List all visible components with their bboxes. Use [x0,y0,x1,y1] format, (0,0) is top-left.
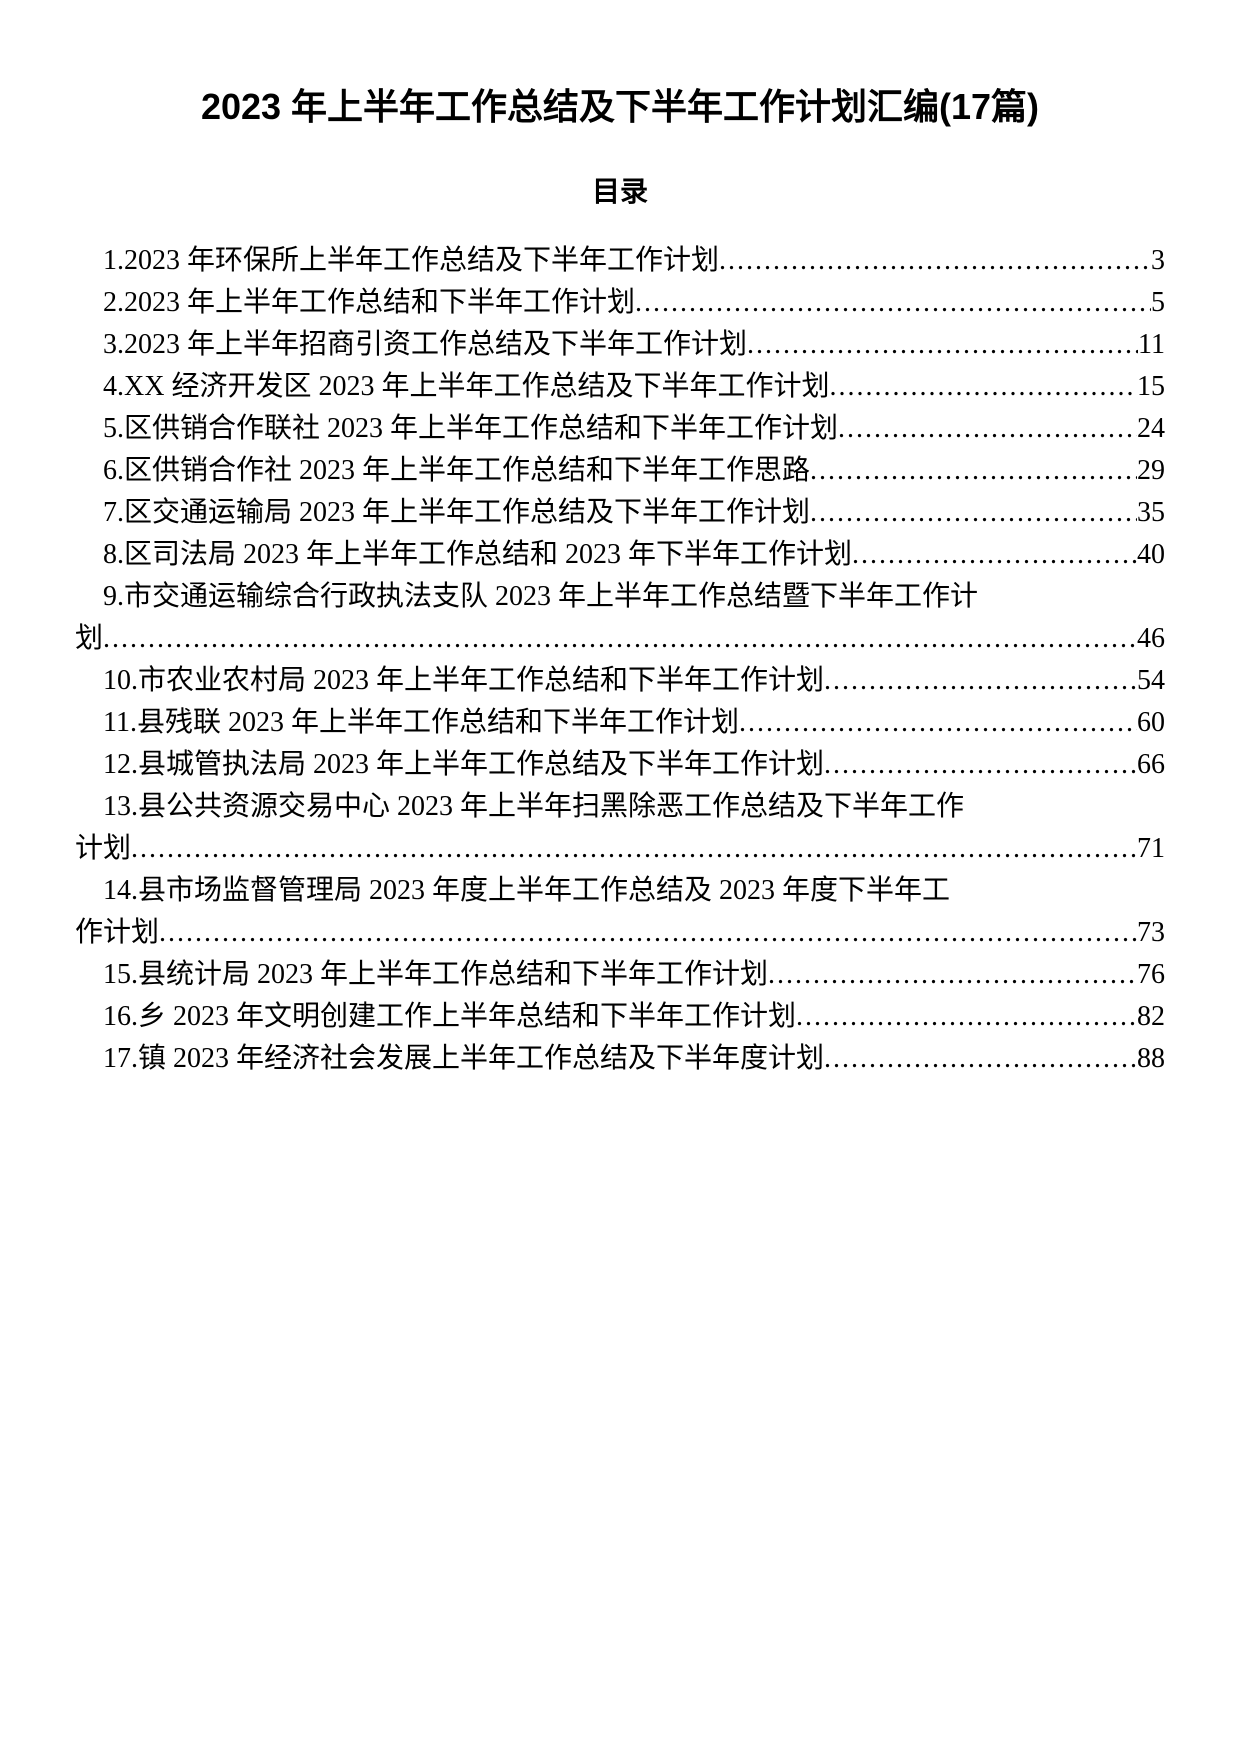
toc-entry-continuation: 划 [75,618,103,660]
toc-leader-dots [810,450,1137,492]
toc-list: 1.2023 年环保所上半年工作总结及下半年工作计划32.2023 年上半年工作… [75,240,1165,1080]
toc-entry: 5.区供销合作联社 2023 年上半年工作总结和下半年工作计划 24 [75,408,1165,450]
toc-leader-dots [103,618,1137,660]
toc-page-number: 11 [1138,324,1165,366]
toc-leader-dots [159,912,1137,954]
toc-entry-text: 14.县市场监督管理局 2023 年度上半年工作总结及 2023 年度下半年工 [103,870,950,912]
toc-entry-text: 6.区供销合作社 2023 年上半年工作总结和下半年工作思路 [103,450,810,492]
toc-entry-continuation: 计划 [75,828,131,870]
toc-entry: 16.乡 2023 年文明创建工作上半年总结和下半年工作计划 82 [75,996,1165,1038]
toc-page-number: 82 [1137,996,1165,1038]
toc-entry: 1.2023 年环保所上半年工作总结及下半年工作计划 3 [75,240,1165,282]
toc-entry-continuation: 作计划 [75,912,159,954]
toc-entry-text: 1.2023 年环保所上半年工作总结及下半年工作计划 [103,240,719,282]
toc-entry: 11.县残联 2023 年上半年工作总结和下半年工作计划 60 [75,702,1165,744]
toc-leader-dots [739,702,1137,744]
toc-page-number: 71 [1137,828,1165,870]
toc-entry-text: 9.市交通运输综合行政执法支队 2023 年上半年工作总结暨下半年工作计 [103,576,978,618]
toc-entry-text: 15.县统计局 2023 年上半年工作总结和下半年工作计划 [103,954,768,996]
toc-entry: 17.镇 2023 年经济社会发展上半年工作总结及下半年度计划 88 [75,1038,1165,1080]
toc-entry: 8.区司法局 2023 年上半年工作总结和 2023 年下半年工作计划 40 [75,534,1165,576]
toc-leader-dots [747,324,1138,366]
toc-entry-text: 4.XX 经济开发区 2023 年上半年工作总结及下半年工作计划 [103,366,829,408]
toc-page-number: 54 [1137,660,1165,702]
toc-entry: 2.2023 年上半年工作总结和下半年工作计划 5 [75,282,1165,324]
toc-entry-text: 16.乡 2023 年文明创建工作上半年总结和下半年工作计划 [103,996,796,1038]
toc-entry-text: 3.2023 年上半年招商引资工作总结及下半年工作计划 [103,324,747,366]
toc-entry: 12.县城管执法局 2023 年上半年工作总结及下半年工作计划 66 [75,744,1165,786]
toc-page-number: 29 [1137,450,1165,492]
toc-entry-text: 2.2023 年上半年工作总结和下半年工作计划 [103,282,635,324]
toc-entry-text: 10.市农业农村局 2023 年上半年工作总结和下半年工作计划 [103,660,824,702]
toc-entry: 14.县市场监督管理局 2023 年度上半年工作总结及 2023 年度下半年工作… [75,870,1165,954]
toc-page-number: 15 [1137,366,1165,408]
toc-entry: 15.县统计局 2023 年上半年工作总结和下半年工作计划 76 [75,954,1165,996]
toc-page-number: 24 [1137,408,1165,450]
toc-entry: 9.市交通运输综合行政执法支队 2023 年上半年工作总结暨下半年工作计划 46 [75,576,1165,660]
toc-leader-dots [829,366,1137,408]
toc-page-number: 40 [1137,534,1165,576]
toc-leader-dots [852,534,1137,576]
toc-leader-dots [131,828,1137,870]
toc-page-number: 73 [1137,912,1165,954]
toc-entry: 6.区供销合作社 2023 年上半年工作总结和下半年工作思路 29 [75,450,1165,492]
toc-page-number: 76 [1137,954,1165,996]
toc-leader-dots [768,954,1137,996]
toc-leader-dots [810,492,1137,534]
toc-entry: 4.XX 经济开发区 2023 年上半年工作总结及下半年工作计划 15 [75,366,1165,408]
toc-page-number: 35 [1137,492,1165,534]
toc-page-number: 3 [1151,240,1165,282]
toc-leader-dots [796,996,1137,1038]
toc-page-number: 60 [1137,702,1165,744]
toc-page-number: 88 [1137,1038,1165,1080]
toc-entry: 7.区交通运输局 2023 年上半年工作总结及下半年工作计划 35 [75,492,1165,534]
document-title: 2023 年上半年工作总结及下半年工作计划汇编(17篇) [75,75,1165,140]
toc-page-number: 46 [1137,618,1165,660]
toc-page-number: 5 [1151,282,1165,324]
toc-leader-dots [824,744,1137,786]
toc-entry: 10.市农业农村局 2023 年上半年工作总结和下半年工作计划 54 [75,660,1165,702]
toc-entry-text: 7.区交通运输局 2023 年上半年工作总结及下半年工作计划 [103,492,810,534]
toc-entry: 3.2023 年上半年招商引资工作总结及下半年工作计划 11 [75,324,1165,366]
toc-entry-text: 12.县城管执法局 2023 年上半年工作总结及下半年工作计划 [103,744,824,786]
toc-leader-dots [635,282,1151,324]
toc-entry: 13.县公共资源交易中心 2023 年上半年扫黑除恶工作总结及下半年工作计划 71 [75,786,1165,870]
toc-leader-dots [838,408,1137,450]
toc-page-number: 66 [1137,744,1165,786]
toc-leader-dots [824,660,1137,702]
toc-leader-dots [719,240,1151,282]
toc-entry-text: 17.镇 2023 年经济社会发展上半年工作总结及下半年度计划 [103,1038,824,1080]
toc-leader-dots [824,1038,1137,1080]
toc-entry-text: 5.区供销合作联社 2023 年上半年工作总结和下半年工作计划 [103,408,838,450]
toc-heading: 目录 [75,170,1165,210]
toc-entry-text: 8.区司法局 2023 年上半年工作总结和 2023 年下半年工作计划 [103,534,852,576]
toc-entry-text: 11.县残联 2023 年上半年工作总结和下半年工作计划 [103,702,739,744]
toc-entry-text: 13.县公共资源交易中心 2023 年上半年扫黑除恶工作总结及下半年工作 [103,786,964,828]
